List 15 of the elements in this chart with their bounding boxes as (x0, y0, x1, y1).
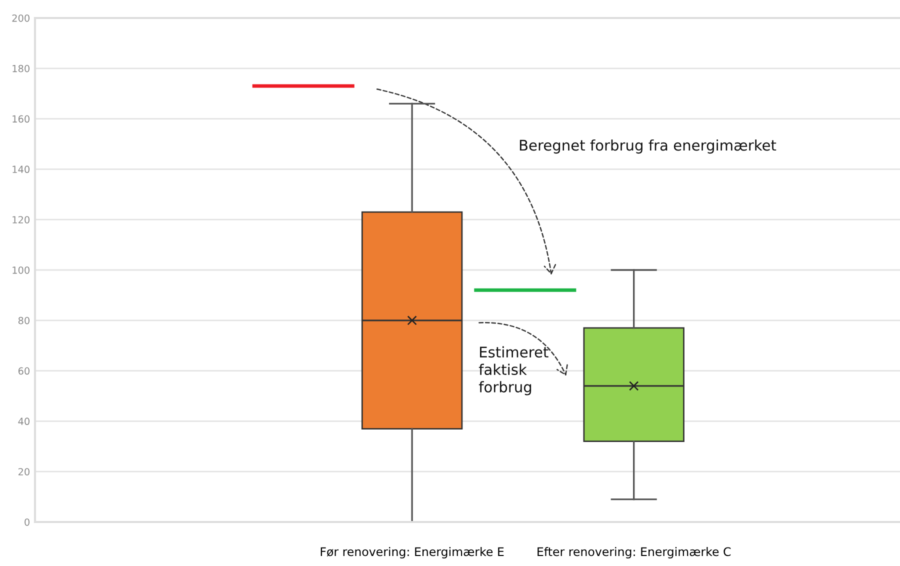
y-tick-label: 60 (18, 367, 30, 375)
y-tick-label: 120 (12, 216, 30, 224)
y-tick-label: 140 (12, 166, 30, 174)
y-tick-label: 0 (24, 518, 30, 526)
y-tick-label: 100 (12, 266, 30, 274)
y-tick-label: 40 (18, 418, 30, 426)
x-tick-label: Før renovering: Energimærke E (320, 547, 504, 558)
x-tick-label: Efter renovering: Energimærke C (538, 547, 731, 558)
annotation: Estimeret faktisk forbrug (478, 346, 548, 396)
y-tick-label: 80 (18, 316, 30, 324)
annotation: Beregnet forbrug fra energimærket (520, 139, 776, 154)
y-tick-label: 20 (18, 468, 30, 476)
y-tick-label: 180 (12, 64, 30, 72)
y-tick-label: 200 (12, 14, 30, 22)
y-tick-label: 160 (12, 115, 30, 123)
